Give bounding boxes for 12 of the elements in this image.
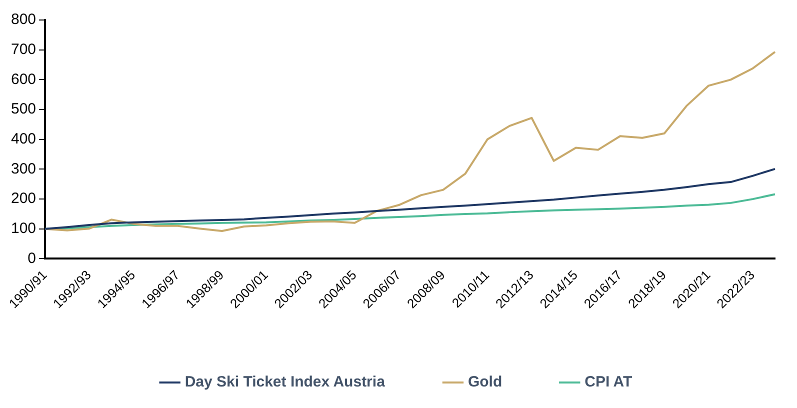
y-tick-label: 300 (10, 160, 36, 178)
y-tick-label: 100 (10, 220, 36, 238)
legend-label: Day Ski Ticket Index Austria (184, 374, 386, 391)
y-tick-label: 0 (28, 250, 36, 267)
legend-label: CPI AT (584, 374, 632, 391)
y-tick-label: 800 (10, 11, 36, 28)
y-tick-label: 400 (10, 130, 36, 148)
y-tick-label: 500 (10, 100, 36, 118)
y-tick-label: 700 (10, 40, 36, 58)
legend-label: Gold (468, 374, 502, 391)
y-tick-label: 600 (10, 70, 36, 88)
y-tick-label: 200 (10, 190, 36, 208)
